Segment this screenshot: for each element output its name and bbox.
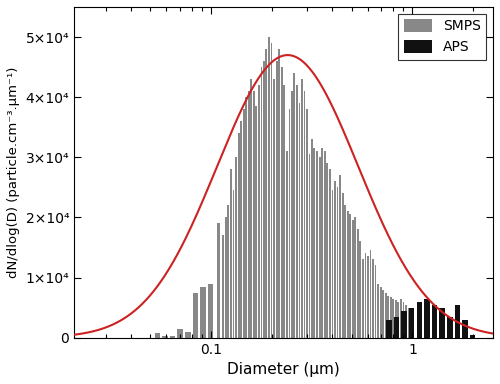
Bar [284,85,285,338]
Bar [311,139,313,338]
Bar [291,91,293,338]
Bar [432,305,438,338]
Bar [308,154,310,338]
Bar [225,217,227,338]
Legend: SMPS, APS: SMPS, APS [398,14,486,60]
Bar [416,301,422,338]
Bar [385,293,386,338]
Bar [266,49,267,338]
Bar [367,257,369,338]
Bar [462,319,468,338]
Bar [370,250,372,338]
Bar [296,85,298,338]
Bar [253,91,254,338]
Bar [162,336,168,338]
Bar [332,190,334,338]
Bar [238,133,240,338]
Bar [454,305,460,338]
Bar [382,290,384,338]
Bar [246,97,247,338]
X-axis label: Diameter (μm): Diameter (μm) [227,362,340,377]
Bar [170,336,175,338]
Bar [322,148,324,338]
Bar [334,181,336,338]
Bar [301,79,303,338]
Bar [250,79,252,338]
Bar [304,91,306,338]
Bar [394,316,400,338]
Bar [232,190,234,338]
Bar [336,187,338,338]
Bar [354,217,356,338]
Bar [208,283,214,338]
Bar [260,67,262,338]
Bar [364,253,366,338]
Bar [258,85,260,338]
Bar [240,121,242,338]
Bar [360,242,361,338]
Bar [447,316,452,338]
Bar [402,311,407,338]
Bar [263,61,264,338]
Bar [228,205,230,338]
Bar [280,67,282,338]
Bar [408,308,410,338]
Bar [390,297,392,338]
Bar [316,151,318,338]
Bar [352,220,354,338]
Bar [298,103,300,338]
Bar [372,260,374,338]
Bar [339,175,341,338]
Bar [470,334,476,338]
Bar [395,300,397,338]
Bar [306,109,308,338]
Bar [278,49,280,338]
Bar [235,157,237,338]
Bar [242,109,244,338]
Bar [270,43,272,338]
Bar [392,298,394,338]
Bar [218,253,220,338]
Bar [377,283,379,338]
Bar [185,332,190,338]
Bar [329,169,331,338]
Bar [409,308,414,338]
Bar [314,148,316,338]
Bar [324,151,326,338]
Bar [440,308,445,338]
Bar [347,211,348,338]
Bar [398,301,400,338]
Bar [342,193,344,338]
Bar [200,286,205,338]
Bar [402,301,404,338]
Y-axis label: dN/dlog(D) (particle.cm⁻³.μm⁻¹): dN/dlog(D) (particle.cm⁻³.μm⁻¹) [7,66,20,278]
Bar [326,163,328,338]
Bar [386,319,392,338]
Bar [424,298,430,338]
Bar [248,91,250,338]
Bar [294,73,296,338]
Bar [268,37,270,338]
Bar [362,260,364,338]
Bar [274,79,275,338]
Bar [400,298,402,338]
Bar [344,205,346,338]
Bar [230,169,232,338]
Bar [374,265,376,338]
Bar [350,214,351,338]
Bar [357,229,359,338]
Bar [222,235,224,338]
Bar [216,223,220,338]
Bar [192,293,198,338]
Bar [388,296,389,338]
Bar [405,305,407,338]
Bar [286,151,288,338]
Bar [318,157,320,338]
Bar [380,286,382,338]
Bar [288,109,290,338]
Bar [256,106,257,338]
Bar [154,333,160,338]
Bar [276,61,278,338]
Bar [178,329,183,338]
